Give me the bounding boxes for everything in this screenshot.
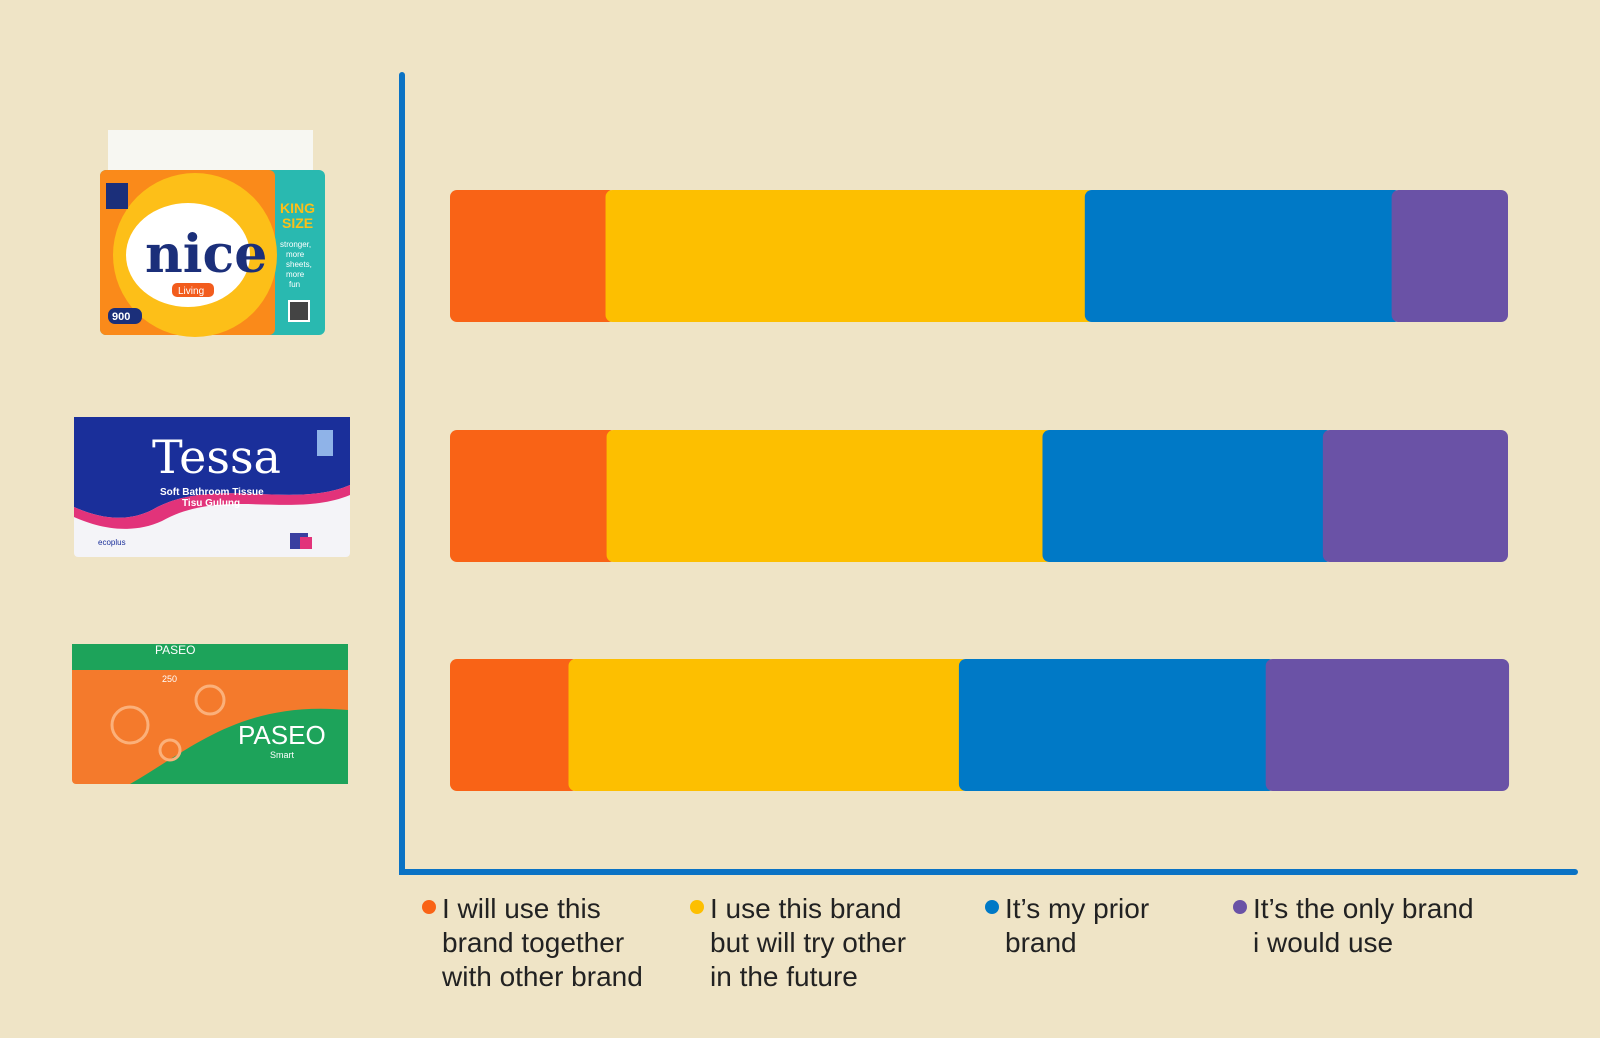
legend-label-2: I use this brand but will try other in t… [710, 893, 907, 992]
legend-marker-3 [985, 900, 999, 914]
svg-text:sheets,: sheets, [286, 260, 312, 269]
svg-text:PASEO: PASEO [155, 643, 195, 657]
bar-segment-paseo-2 [568, 659, 969, 791]
nice-logo-text: nice [145, 224, 267, 285]
bar-row-paseo [450, 659, 1510, 791]
legend-item-3: It’s my prior brand [985, 892, 1205, 1012]
bar-row-tessa [450, 430, 1508, 562]
svg-text:SIZE: SIZE [282, 215, 313, 231]
legend-label-3: It’s my prior brand [1005, 893, 1150, 958]
paseo-logo-text: PASEO [238, 720, 326, 750]
svg-text:more: more [286, 270, 305, 279]
bar-segment-paseo-4 [1265, 659, 1510, 791]
legend-marker-1 [422, 900, 436, 914]
svg-text:900: 900 [112, 311, 130, 323]
legend-label-1: I will use this brand together with othe… [442, 893, 643, 992]
bar-segment-tessa-1 [450, 430, 617, 562]
legend-item-2: I use this brand but will try other in t… [690, 892, 950, 1012]
svg-text:250: 250 [162, 674, 177, 684]
bar-segment-tessa-4 [1322, 430, 1508, 562]
bar-segment-nice-3 [1084, 190, 1402, 322]
svg-text:stronger,: stronger, [280, 240, 311, 249]
bar-segment-tessa-2 [606, 430, 1053, 562]
axes [399, 72, 1578, 875]
tessa-tissue-package-image: Tessa Soft Bathroom Tissue Tisu Gulung e… [72, 415, 352, 560]
legend-marker-2 [690, 900, 704, 914]
nice-tag: Living [178, 286, 204, 297]
bar-segment-paseo-3 [958, 659, 1276, 791]
bar-segment-nice-1 [450, 190, 616, 322]
svg-text:more: more [286, 250, 305, 259]
bar-segment-nice-4 [1391, 190, 1508, 322]
legend-label-4: It’s the only brand i would use [1253, 893, 1474, 958]
svg-text:Smart: Smart [270, 750, 295, 760]
paseo-tissue-package-image: PASEO Smart PASEO 250 [70, 640, 350, 788]
bar-segment-tessa-3 [1042, 430, 1333, 562]
bar-segment-paseo-1 [450, 659, 579, 791]
svg-text:Soft Bathroom Tissue: Soft Bathroom Tissue [160, 487, 264, 498]
tessa-logo-text: Tessa [152, 430, 281, 484]
legend-item-4: It’s the only brand i would use [1233, 892, 1513, 1012]
legend-item-1: I will use this brand together with othe… [422, 892, 672, 1012]
svg-text:fun: fun [289, 280, 300, 289]
bar-segment-nice-2 [605, 190, 1095, 322]
nice-king-size: KING [280, 200, 315, 216]
bar-row-nice [450, 190, 1508, 322]
svg-text:Tisu Gulung: Tisu Gulung [182, 498, 240, 509]
legend-marker-4 [1233, 900, 1247, 914]
svg-text:ecoplus: ecoplus [98, 538, 126, 547]
nice-tissue-package-image: nice Living KING SIZE stronger, more she… [90, 125, 335, 340]
